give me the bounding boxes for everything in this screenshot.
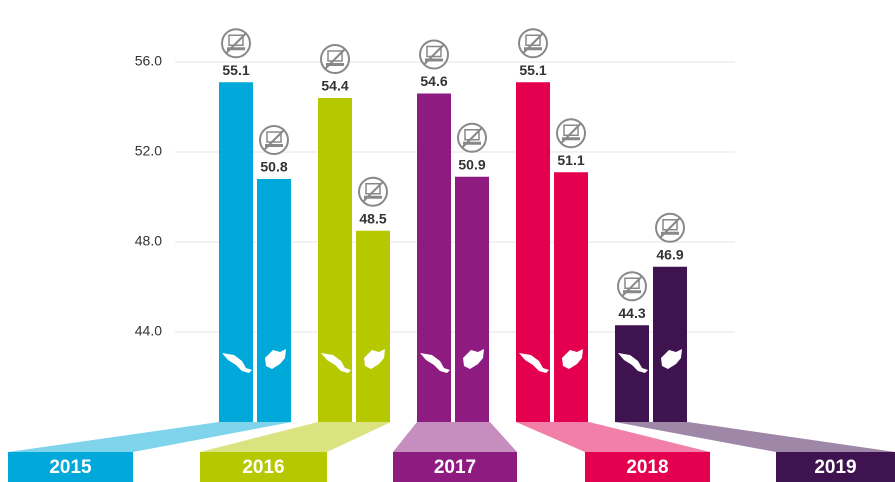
- x-tick-label: 2016: [242, 457, 284, 478]
- map-shape: [519, 353, 549, 373]
- x-tick-label: 2015: [49, 457, 92, 478]
- bar: [356, 230, 390, 422]
- x-tick-label: 2018: [626, 457, 668, 478]
- year-box: [585, 452, 710, 482]
- icon-slash: [560, 122, 582, 144]
- bar: [219, 82, 253, 422]
- icon-base: [661, 231, 679, 235]
- value-label: 50.8: [260, 159, 287, 175]
- icon-screen: [228, 34, 244, 46]
- icon-screen: [563, 124, 579, 136]
- icon-screen: [365, 183, 381, 195]
- x-tick-label: 2017: [434, 457, 476, 478]
- no-computer-icon: [556, 118, 586, 149]
- connector: [8, 422, 292, 452]
- map-shape: [364, 349, 385, 369]
- map-shape: [562, 349, 583, 369]
- map-shape: [321, 353, 351, 373]
- value-label: 54.6: [420, 73, 447, 89]
- icon-slash: [362, 181, 384, 203]
- icon-slash: [522, 32, 544, 54]
- value-label: 50.9: [458, 156, 485, 172]
- icon-slash: [621, 275, 643, 297]
- connector: [516, 422, 710, 452]
- year-box: [776, 452, 895, 482]
- bar: [455, 176, 489, 422]
- icon-base: [265, 144, 283, 147]
- icon-base: [227, 47, 245, 51]
- icon-base: [364, 195, 382, 199]
- year-box: [393, 452, 517, 482]
- map-shape: [265, 349, 286, 369]
- icon-screen: [327, 50, 343, 62]
- no-computer-icon: [358, 176, 388, 207]
- icon-screen: [662, 219, 678, 231]
- icon-slash: [423, 43, 445, 66]
- icon-base: [524, 47, 542, 51]
- no-computer-icon: [655, 212, 685, 243]
- year-box: [8, 452, 133, 482]
- bar: [653, 266, 687, 422]
- bar: [318, 98, 352, 422]
- connector: [200, 422, 391, 452]
- icon-base: [326, 63, 344, 66]
- map-shape: [463, 349, 484, 369]
- icon-screen: [266, 131, 282, 143]
- bar: [554, 172, 588, 422]
- value-label: 48.5: [359, 210, 386, 226]
- bar: [615, 325, 649, 422]
- no-computer-icon: [518, 28, 548, 59]
- map-shape: [420, 353, 450, 373]
- icon-slash: [263, 129, 285, 151]
- icon-slash: [461, 127, 483, 149]
- icon-slash: [659, 217, 681, 239]
- map-shape: [222, 353, 252, 373]
- icon-screen: [624, 277, 640, 289]
- map-shape: [661, 349, 682, 369]
- icon-slash: [225, 32, 247, 54]
- no-computer-icon: [320, 44, 350, 74]
- bar: [417, 93, 451, 422]
- icon-screen: [464, 129, 480, 141]
- no-computer-icon: [457, 122, 487, 153]
- icon-screen: [426, 45, 442, 58]
- value-label: 55.1: [222, 62, 249, 78]
- icon-base: [425, 58, 443, 62]
- y-tick-label: 48.0: [135, 233, 162, 249]
- icon-base: [623, 290, 641, 294]
- connector: [393, 422, 517, 452]
- no-computer-icon: [617, 271, 647, 302]
- bar: [257, 179, 291, 422]
- bar: [516, 82, 550, 422]
- y-tick-label: 56.0: [135, 53, 162, 69]
- value-label: 46.9: [656, 246, 683, 262]
- no-computer-icon: [259, 125, 289, 155]
- value-label: 55.1: [519, 62, 546, 78]
- value-label: 54.4: [321, 78, 348, 94]
- no-computer-icon: [221, 28, 251, 59]
- value-label: 51.1: [557, 152, 584, 168]
- icon-screen: [525, 34, 541, 46]
- value-label: 44.3: [618, 305, 645, 321]
- no-computer-icon: [419, 39, 449, 70]
- icon-slash: [324, 48, 346, 70]
- icon-base: [463, 141, 481, 145]
- year-box: [200, 452, 327, 482]
- y-tick-label: 44.0: [135, 323, 162, 339]
- map-shape: [618, 353, 648, 373]
- y-tick-label: 52.0: [135, 143, 162, 159]
- connector: [615, 422, 895, 452]
- icon-base: [562, 137, 580, 141]
- x-tick-label: 2019: [814, 457, 856, 478]
